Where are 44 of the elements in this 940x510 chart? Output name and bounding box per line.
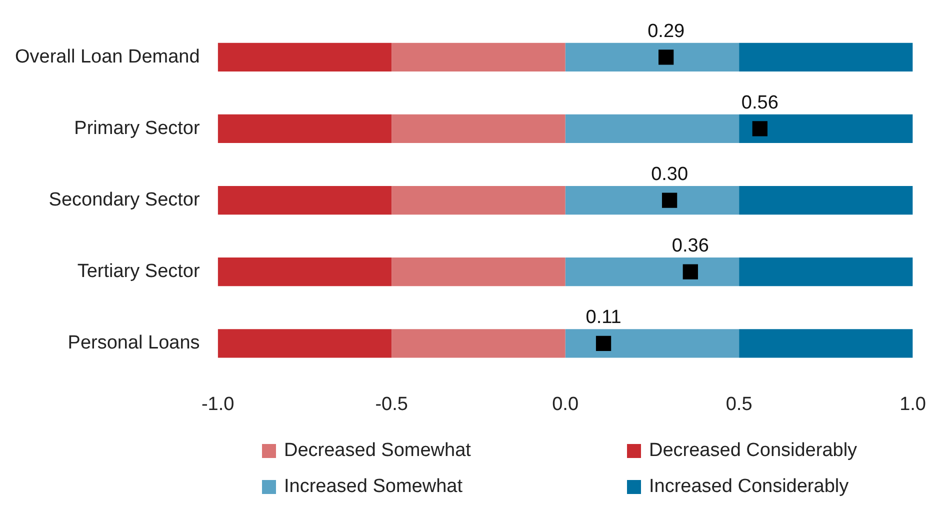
point	[752, 121, 768, 136]
data-label: 0.30	[651, 164, 688, 186]
data-label: 0.11	[586, 307, 622, 328]
bar	[739, 329, 913, 358]
point	[596, 336, 612, 351]
bar	[565, 42, 740, 72]
bar	[392, 186, 566, 215]
bar	[218, 329, 392, 358]
y-tick-label: Primary Sector	[74, 118, 200, 139]
bar	[565, 329, 740, 358]
y-tick-label: Secondary Sector	[48, 190, 200, 211]
bar	[218, 186, 392, 215]
x-tick-label: 0.5	[726, 394, 752, 415]
bar	[739, 258, 913, 286]
bar	[565, 114, 740, 144]
legend-label: Decreased Somewhat	[284, 440, 471, 462]
point	[662, 192, 678, 208]
data-label: 0.56	[741, 92, 778, 114]
bar	[218, 42, 392, 72]
x-tick-label: 1.0	[900, 394, 926, 415]
point	[682, 264, 698, 280]
bar	[392, 114, 566, 144]
y-tick-label: Tertiary Sector	[77, 261, 200, 282]
bar	[565, 258, 740, 286]
bar	[392, 42, 566, 72]
x-tick-label: -0.5	[375, 394, 408, 415]
bar	[392, 258, 566, 286]
bar	[739, 42, 913, 72]
x-tick-label: 0.0	[552, 394, 579, 415]
x-tick-label: -1.0	[201, 394, 234, 415]
bar	[739, 186, 913, 215]
data-label: 0.36	[672, 236, 709, 257]
bar	[218, 114, 392, 144]
data-label: 0.29	[648, 20, 685, 42]
point	[658, 50, 674, 65]
bar	[565, 186, 740, 215]
legend-label: Decreased Considerably	[649, 440, 858, 462]
bar	[392, 329, 566, 358]
legend-label: Increased Considerably	[649, 476, 849, 498]
legend-label: Increased Somewhat	[284, 476, 462, 498]
bar	[739, 114, 913, 144]
y-tick-label: Personal Loans	[68, 332, 200, 354]
bar	[218, 258, 392, 286]
y-tick-label: Overall Loan Demand	[14, 46, 200, 68]
